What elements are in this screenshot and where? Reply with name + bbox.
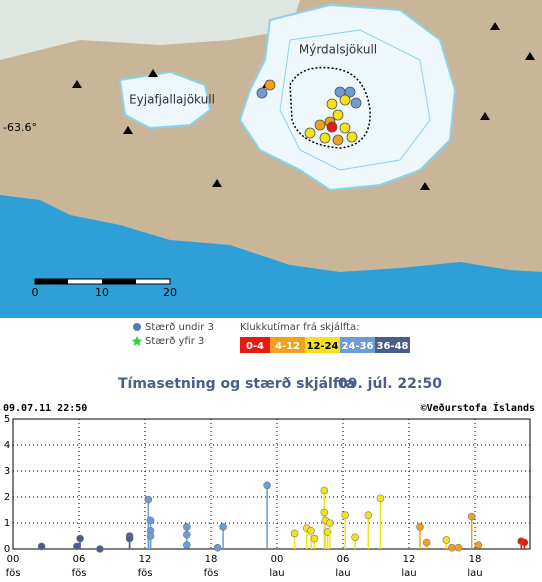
x-tick-label: 06 [337, 554, 350, 565]
lat-label: -63.6° [3, 121, 37, 134]
legend-entry: 36-48 [377, 341, 409, 352]
legend-swatch [305, 337, 340, 353]
y-tick-label: 4 [4, 440, 10, 451]
quake-dots [256, 79, 362, 146]
scale-bar [35, 279, 68, 284]
x-tick-label: 12 [139, 554, 152, 565]
quake-point [320, 486, 329, 495]
credit: ©Veðurstofa Íslands [421, 401, 535, 414]
legend-swatch [340, 337, 375, 353]
scale-label: 10 [95, 286, 109, 299]
age-legend: 0-4 4-12 12-24 24-36 36-48 [240, 337, 410, 353]
legend-swatch [240, 337, 270, 353]
timestamp: 09.07.11 22:50 [3, 403, 87, 414]
chart-title: Tímasetning og stærð skjálfta [118, 376, 355, 392]
y-tick-label: 2 [4, 492, 10, 503]
legend-entry: 4-12 [275, 341, 300, 352]
quake-point [467, 512, 476, 521]
legend-title: Klukkutímar frá skjálfta: [240, 321, 360, 333]
caldera [289, 66, 371, 149]
quake-point [125, 534, 134, 543]
legend-label: Stærð undir 3 [145, 322, 214, 333]
legend-entry: 12-24 [307, 341, 339, 352]
quake-point [416, 523, 424, 531]
y-tick-label: 5 [4, 414, 10, 425]
quake-point [448, 543, 456, 552]
quake-point [422, 538, 431, 547]
quake-point [341, 511, 350, 520]
x-tick-day: lau [269, 568, 284, 578]
legend-dot [133, 323, 141, 331]
x-tick-label: 18 [205, 554, 218, 565]
quake-point [37, 542, 46, 551]
contour [279, 29, 431, 171]
quake-point [76, 534, 84, 543]
quake-point [146, 516, 155, 525]
x-tick-label: 00 [7, 554, 20, 565]
quake-point [263, 481, 271, 490]
quake-point [183, 541, 191, 549]
quake-point [351, 533, 359, 542]
plot-frame [12, 418, 531, 550]
quake-point [144, 495, 153, 504]
quake-point [307, 526, 315, 535]
x-tick-label: 18 [469, 554, 482, 565]
scale-bar [102, 279, 136, 284]
eyjafjallajokull-glacier [118, 70, 212, 130]
x-tick-label: 06 [73, 554, 86, 565]
quake-point [213, 543, 222, 552]
quake-point [96, 545, 104, 553]
quake-point [183, 523, 191, 531]
x-tick-day: lau [335, 568, 350, 578]
x-tick-day: lau [467, 568, 482, 578]
legend-entry: 0-4 [246, 341, 264, 352]
sea [0, 195, 542, 318]
scale-label: 0 [32, 286, 39, 299]
x-tick-label: 00 [271, 554, 284, 565]
map: Mýrdalsjökull Eyjafjallajökull -63.6° 0 … [0, 0, 542, 318]
quake-point [442, 536, 451, 544]
highland [0, 0, 300, 60]
x-tick-day: fös [72, 568, 87, 578]
quake-point [219, 523, 227, 531]
quake-point [310, 534, 319, 543]
quake-point [325, 519, 334, 527]
x-tick-day: lau [401, 568, 416, 578]
x-tick-day: fös [6, 568, 21, 578]
quake-point [364, 511, 373, 520]
legend: Stærð undir 3 Stærð yfir 3 Klukkutímar f… [131, 321, 410, 353]
y-tick-label: 3 [4, 466, 10, 477]
map-label: Eyjafjallajökull [129, 93, 215, 107]
scale-label: 20 [163, 286, 177, 299]
quake-point [474, 541, 483, 549]
x-tick-day: fös [138, 568, 153, 578]
x-tick-day: fös [204, 568, 219, 578]
map-label: Mýrdalsjökull [299, 43, 377, 57]
legend-entry: 24-36 [342, 341, 374, 352]
y-tick-label: 0 [4, 544, 10, 555]
legend-swatch [270, 337, 305, 353]
quake-point [290, 529, 299, 538]
quake-point [320, 508, 329, 517]
x-tick-label: 12 [403, 554, 416, 565]
quake-point [183, 530, 191, 539]
legend-label: Stærð yfir 3 [145, 336, 204, 347]
plot: 01234500fös06fös12fös18fös00lau06lau12la… [4, 414, 531, 579]
quake-point [146, 532, 155, 540]
quake-point [520, 538, 529, 547]
quake-point [454, 543, 463, 552]
quake-point [73, 542, 81, 551]
legend-swatch [375, 337, 410, 353]
legend-star [131, 336, 143, 346]
chart-subtitle: 09. júl. 22:50 [338, 376, 442, 392]
quake-point [376, 494, 385, 503]
y-tick-label: 1 [4, 518, 10, 529]
